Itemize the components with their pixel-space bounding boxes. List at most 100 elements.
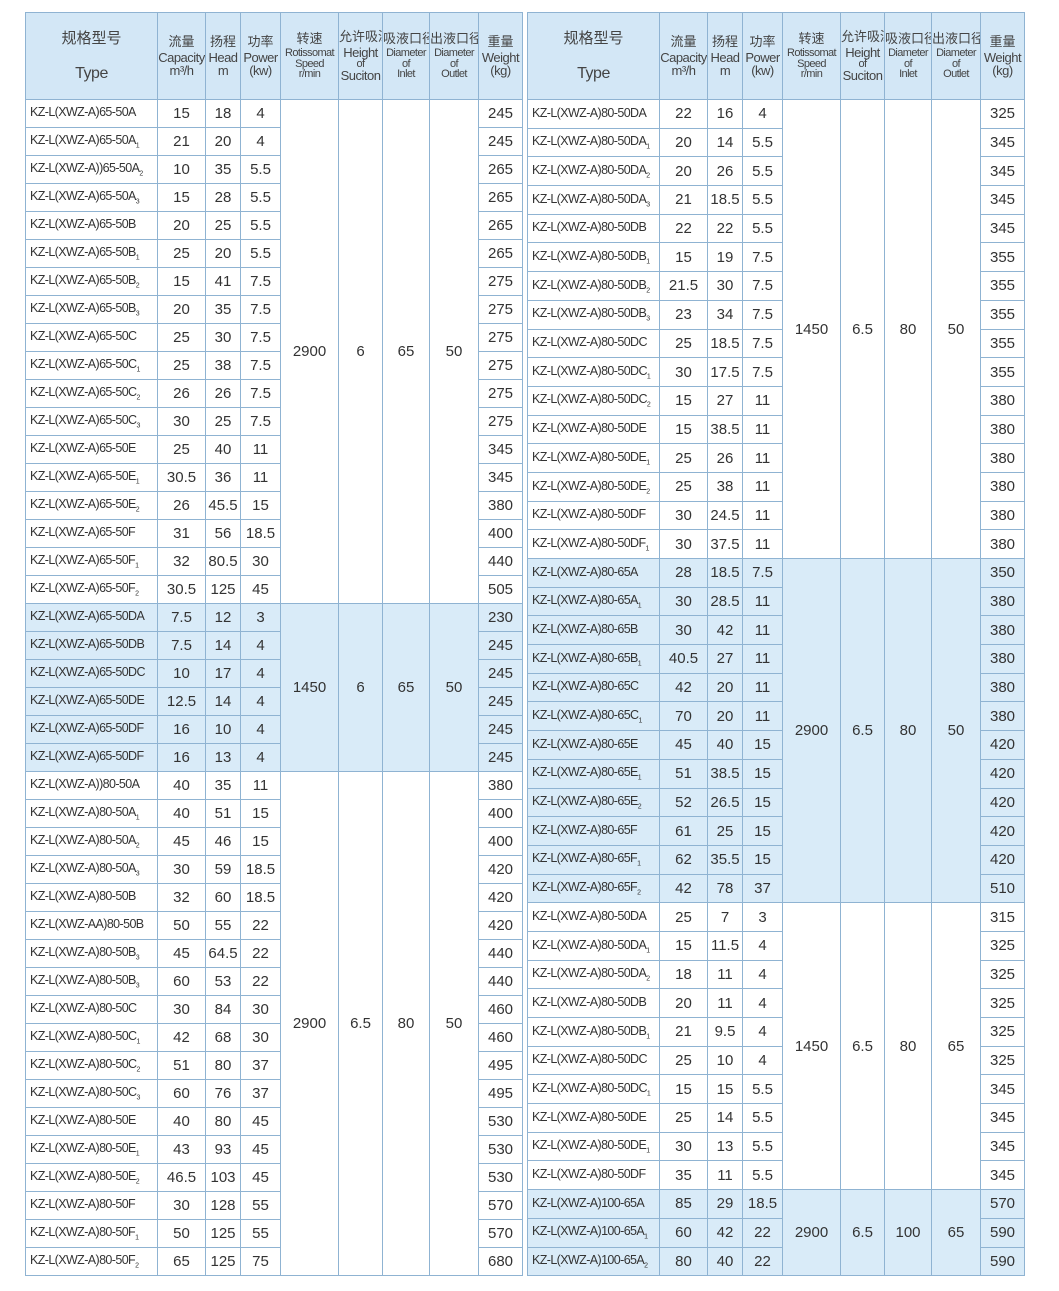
- model-cell: KZ-L(XWZ-A)80-50DB1: [527, 1017, 660, 1047]
- head-cell: 125: [205, 1219, 241, 1248]
- weight-cell: 245: [478, 687, 523, 716]
- capacity-cell: 20: [659, 988, 708, 1018]
- inlet-cn: 吸液口径: [383, 31, 429, 47]
- capacity-cell: 32: [157, 547, 206, 576]
- head-cell: 18.5: [707, 328, 743, 359]
- head-cell: 76: [205, 1079, 241, 1108]
- table-row: KZ-L(XWZ-A)80-50DE1 25 26 11 380: [527, 443, 1025, 473]
- weight-cell: 570: [980, 1189, 1025, 1219]
- model-cell: KZ-L(XWZ-A)80-50DE1: [527, 443, 660, 473]
- model-subscript: 2: [637, 803, 642, 811]
- model-name: KZ-L(XWZ-A)80-65C: [532, 708, 639, 723]
- head-cell: 40: [707, 730, 743, 760]
- suction-cn: 允许吸深: [339, 28, 382, 44]
- power-unit: (kw): [249, 63, 272, 78]
- model-subscript: 1: [645, 545, 650, 553]
- weight-cell: 505: [478, 575, 523, 604]
- model-subscript: 2: [644, 1262, 648, 1270]
- model-name: KZ-L(XWZ-A)80-50DA: [532, 908, 647, 923]
- model-name: KZ-L(XWZ-A)80-50F: [30, 1225, 136, 1240]
- head-cell: 84: [205, 995, 241, 1024]
- model-name: KZ-L(XWZ-A)65-50E: [30, 441, 136, 456]
- weight-cell: 510: [980, 873, 1025, 904]
- model-cell: KZ-L(XWZ-A)80-50DC1: [527, 1074, 660, 1105]
- model-name: KZ-L(XWZ-A)100-65A: [532, 1195, 645, 1210]
- model-cell: KZ-L(XWZ-A)65-50B: [25, 211, 158, 240]
- table-row: KZ-L(XWZ-A)65-50C3 30 25 7.5 275: [25, 407, 523, 436]
- model-cell: KZ-L(XWZ-A)80-65A1: [527, 586, 660, 617]
- head-cell: 35: [205, 155, 241, 184]
- model-name: KZ-L(XWZ-A)80-50DA: [532, 105, 647, 120]
- power-cell: 3: [240, 603, 281, 632]
- model-cell: KZ-L(XWZ-A)65-50B1: [25, 239, 158, 268]
- table-row: KZ-L(XWZ-A)80-65F 61 25 15 420: [527, 816, 1025, 846]
- speed-cell: 1450: [782, 99, 841, 559]
- capacity-cell: 40: [157, 771, 206, 800]
- power-cell: 4: [240, 631, 281, 660]
- model-name: KZ-L(XWZ-A)80-50DA: [532, 162, 647, 177]
- model-cell: KZ-L(XWZ-A)80-50DA1: [527, 930, 660, 961]
- table-row: KZ-L(XWZ-A)100-65A2 80 40 22 590: [527, 1246, 1025, 1277]
- model-cell: KZ-L(XWZ-A)65-50C2: [25, 379, 158, 408]
- weight-cell: 325: [980, 959, 1025, 990]
- model-cell: KZ-L(XWZ-A)80-65A: [527, 558, 660, 588]
- model-subscript: 3: [646, 201, 650, 209]
- model-cell: KZ-L(XWZ-A)80-65F: [527, 816, 660, 846]
- suction-cell: 6.5: [338, 771, 383, 1276]
- capacity-cell: 30: [659, 529, 708, 559]
- model-cell: KZ-L(XWZ-A)80-50DB3: [527, 299, 660, 330]
- col-inlet: 吸液口径DiameterofInlet: [884, 12, 932, 100]
- model-name: KZ-L(XWZ-A)80-65C: [532, 679, 639, 694]
- weight-cell: 420: [478, 911, 523, 940]
- table-row: KZ-L(XWZ-A)100-65A1 60 42 22 590: [527, 1217, 1025, 1248]
- head-cell: 35: [205, 771, 241, 800]
- model-cell: KZ-L(XWZ-A)80-50DC: [527, 328, 660, 359]
- capacity-cell: 21.5: [659, 271, 708, 301]
- table-row: KZ-L(XWZ-A)65-50F1 32 80.5 30 440: [25, 547, 523, 576]
- weight-cell: 380: [478, 771, 523, 800]
- capacity-cell: 7.5: [157, 603, 206, 632]
- power-cell: 11: [742, 644, 783, 674]
- model-cell: KZ-L(XWZ-A)80-50DB: [527, 213, 660, 244]
- model-cell: KZ-L(XWZ-A)65-50F1: [25, 547, 158, 576]
- model-cell: KZ-L(XWZ-A)80-65E1: [527, 758, 660, 789]
- capacity-cell: 15: [157, 183, 206, 212]
- model-name: KZ-L(XWZ-A)80-50F: [30, 1253, 136, 1268]
- power-cell: 11: [742, 500, 783, 531]
- head-cell: 16: [707, 99, 743, 129]
- capacity-cell: 42: [157, 1023, 206, 1052]
- weight-cell: 420: [980, 844, 1025, 875]
- table-row: KZ-L(XWZ-A)80-50DC 25 18.5 7.5 355: [527, 328, 1025, 359]
- capacity-cell: 30: [157, 855, 206, 884]
- model-subscript: 3: [646, 315, 650, 323]
- power-cell: 4: [240, 127, 281, 156]
- power-cell: 4: [240, 743, 281, 772]
- power-cell: 30: [240, 547, 281, 576]
- head-cell: 42: [707, 615, 743, 646]
- head-cell: 10: [707, 1045, 743, 1076]
- capacity-cell: 25: [659, 902, 708, 932]
- capacity-cell: 28: [659, 558, 708, 588]
- model-cell: KZ-L(XWZ-A)80-50DF: [527, 500, 660, 531]
- power-cell: 5.5: [742, 127, 783, 158]
- weight-cell: 380: [980, 385, 1025, 416]
- model-name: KZ-L(XWZ-A)65-50DF: [30, 721, 144, 736]
- power-cell: 15: [742, 787, 783, 818]
- table-row: KZ-L(XWZ-A)80-50F2 65 125 75 680: [25, 1247, 523, 1276]
- weight-cell: 245: [478, 631, 523, 660]
- weight-cell: 355: [980, 271, 1025, 301]
- model-cell: KZ-L(XWZ-A)80-50DB: [527, 988, 660, 1018]
- head-cell: 20: [205, 127, 241, 156]
- power-cell: 4: [240, 659, 281, 688]
- model-cell: KZ-L(XWZ-A)80-50C3: [25, 1079, 158, 1108]
- power-cell: 37: [742, 873, 783, 904]
- suction-cell: 6.5: [840, 1189, 885, 1277]
- model-subscript: 1: [646, 947, 650, 955]
- model-cell: KZ-L(XWZ-A)100-65A: [527, 1189, 660, 1219]
- head-cell: 14: [707, 127, 743, 158]
- capacity-cell: 20: [659, 127, 708, 158]
- model-name: KZ-L(XWZ-A)65-50E: [30, 469, 136, 484]
- model-name: KZ-L(XWZ-A)65-50DB: [30, 637, 145, 652]
- model-cell: KZ-L(XWZ-A)80-50DB1: [527, 242, 660, 273]
- outlet-en3: Outlet: [441, 68, 467, 81]
